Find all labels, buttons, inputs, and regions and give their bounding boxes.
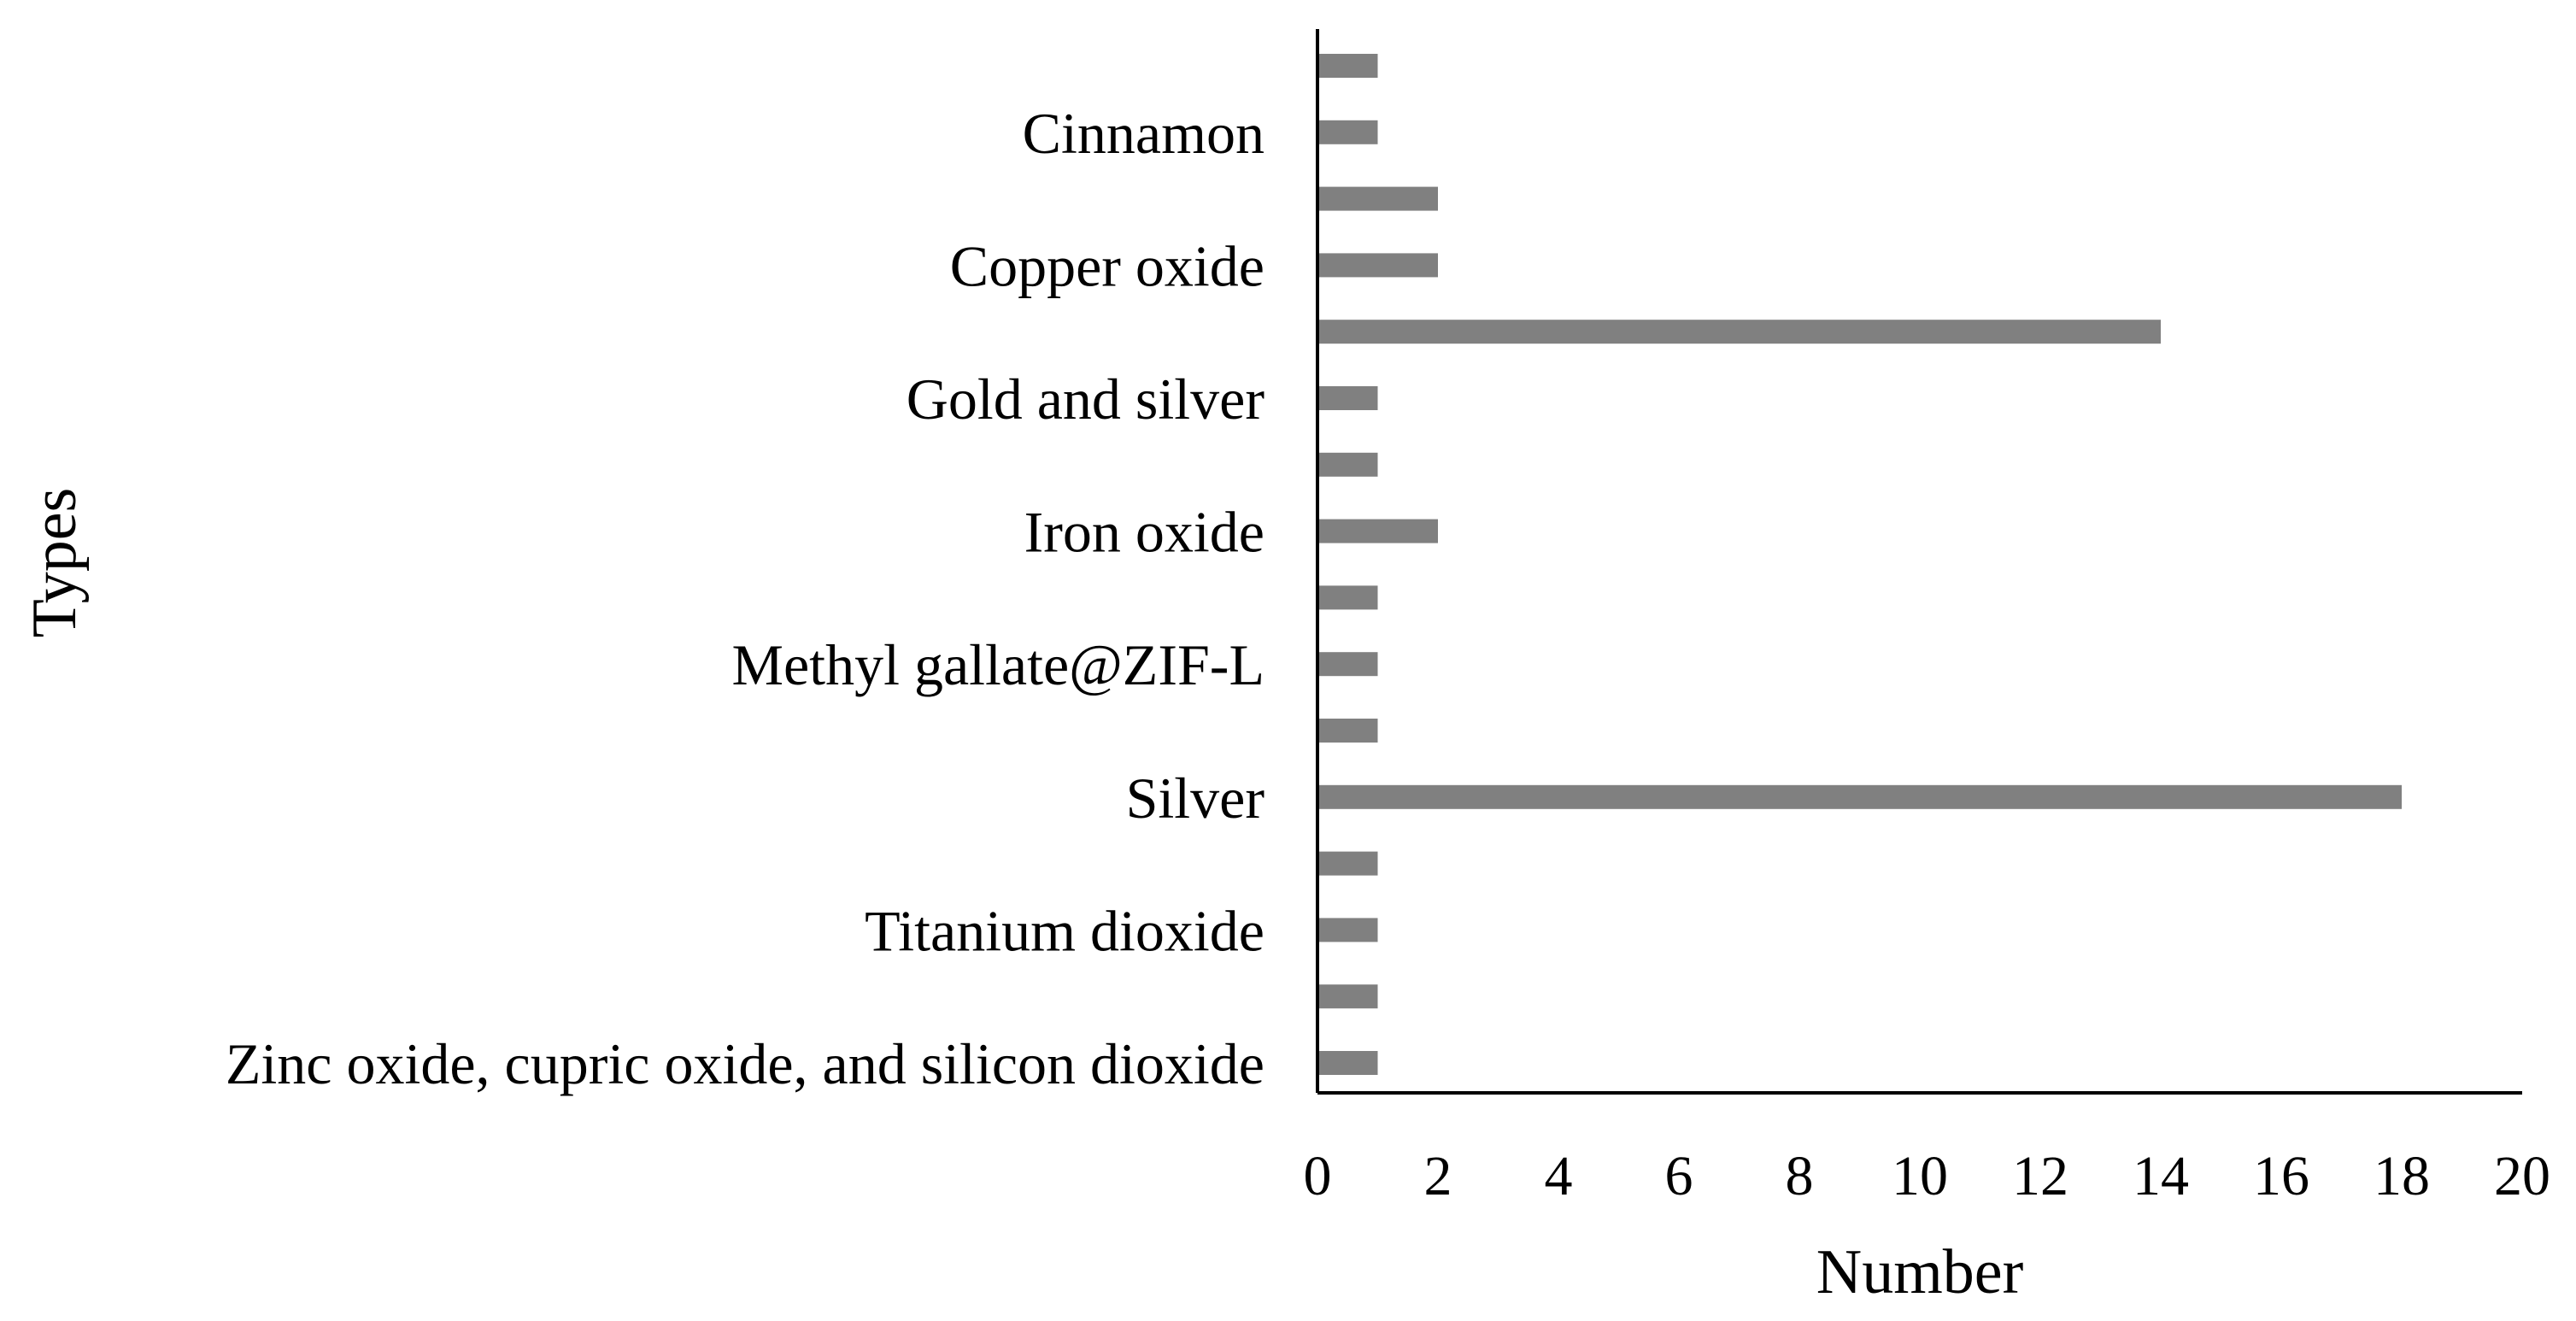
category-label: Gold and silver xyxy=(907,367,1265,432)
x-tick-label: 0 xyxy=(1304,1145,1332,1207)
category-labels: Cinnamon Copper oxide Gold and silver Iron … xyxy=(226,101,1265,1096)
bar xyxy=(1317,1051,1378,1075)
x-tick-label: 18 xyxy=(2374,1145,2430,1207)
bar xyxy=(1317,386,1378,410)
category-label: Iron oxide xyxy=(1024,500,1265,565)
category-label: Cinnamon xyxy=(1023,101,1265,166)
x-tick-label: 12 xyxy=(2012,1145,2068,1207)
category-label: Silver xyxy=(1126,766,1265,831)
bar xyxy=(1317,120,1378,144)
bar xyxy=(1317,851,1378,876)
category-label: Zinc oxide, cupric oxide, and silicon di… xyxy=(226,1031,1265,1096)
x-tick-label: 2 xyxy=(1424,1145,1452,1207)
x-tick-label: 4 xyxy=(1545,1145,1573,1207)
bar xyxy=(1317,253,1438,278)
bar xyxy=(1317,719,1378,743)
bar xyxy=(1317,585,1378,610)
bar xyxy=(1317,652,1378,677)
x-tick-label: 8 xyxy=(1786,1145,1814,1207)
x-tick-label: 10 xyxy=(1892,1145,1948,1207)
category-label: Methyl gallate@ZIF-L xyxy=(732,632,1265,697)
bar xyxy=(1317,519,1438,543)
category-label: Titanium dioxide xyxy=(865,898,1265,963)
bar xyxy=(1317,918,1378,942)
x-tick-label: 20 xyxy=(2494,1145,2550,1207)
y-axis-title: Types xyxy=(20,488,90,638)
x-tick-label: 6 xyxy=(1665,1145,1693,1207)
x-tick-labels: 0 2 4 6 8 10 12 14 16 18 20 xyxy=(1304,1145,2551,1207)
bars-group xyxy=(1317,54,2402,1075)
category-label: Copper oxide xyxy=(950,233,1265,298)
bar xyxy=(1317,452,1378,477)
bar xyxy=(1317,984,1378,1009)
bar xyxy=(1317,186,1438,211)
x-tick-label: 16 xyxy=(2253,1145,2309,1207)
x-tick-label: 14 xyxy=(2133,1145,2189,1207)
bar xyxy=(1317,320,2161,344)
x-axis-title: Number xyxy=(1816,1237,2024,1307)
bar xyxy=(1317,784,2402,809)
bar xyxy=(1317,54,1378,78)
